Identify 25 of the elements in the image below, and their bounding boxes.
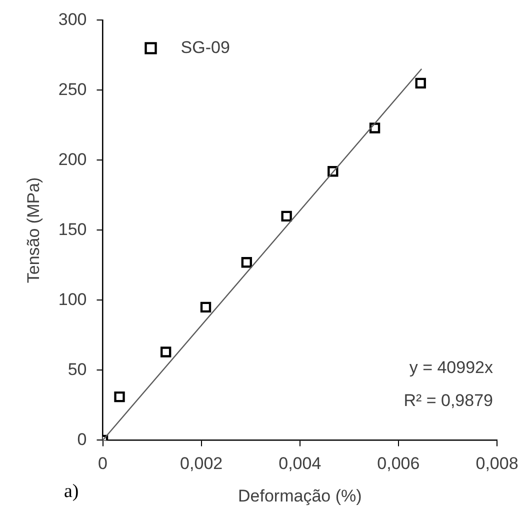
- x-tick-label: 0,004: [278, 454, 322, 474]
- annotation: R² = 0,9879: [404, 390, 493, 410]
- annotation: y = 40992x: [409, 358, 494, 377]
- legend-label: SG-09: [180, 38, 230, 57]
- x-tick-label: 0,006: [377, 454, 420, 474]
- y-axis-title: Tensão (MPa): [24, 177, 43, 284]
- x-axis-title: Deformação (%): [238, 486, 362, 506]
- y-tick-label: 300: [58, 10, 87, 29]
- point: [281, 210, 292, 222]
- y-tick-label: 50: [68, 360, 87, 379]
- point: [369, 122, 380, 134]
- x-tick-label: 0,008: [476, 454, 518, 474]
- y-tick-label: 250: [58, 80, 87, 99]
- y-tick-label: 0: [77, 430, 87, 449]
- x-tick-label: 0,002: [180, 454, 223, 474]
- x-tick-label: 0: [98, 454, 108, 474]
- point: [415, 78, 426, 89]
- text: a): [64, 481, 79, 502]
- point: [114, 391, 125, 402]
- y-tick-label: 150: [58, 220, 87, 239]
- point: [160, 346, 172, 358]
- point: [241, 257, 252, 268]
- y-tick-label: 200: [58, 150, 87, 169]
- y-tick-label: 100: [58, 290, 87, 309]
- point: [200, 302, 212, 313]
